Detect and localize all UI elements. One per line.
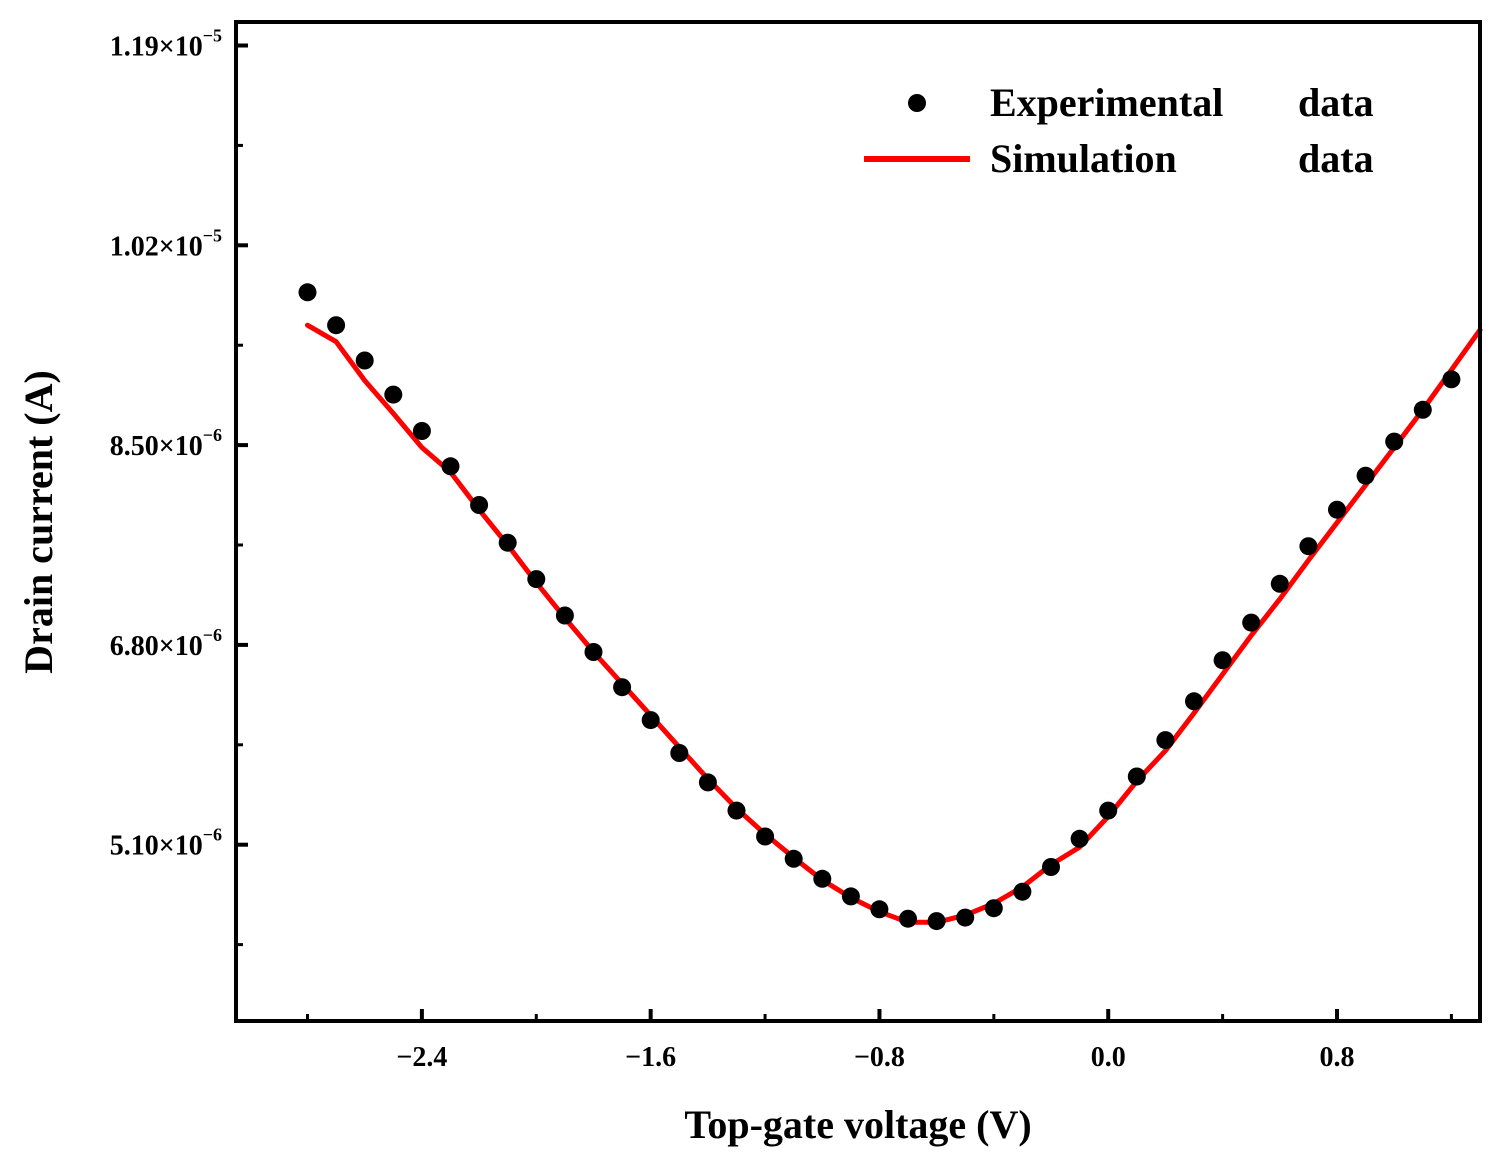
y-tick-mantissa: 1.02	[110, 231, 159, 262]
experimental-point	[441, 457, 460, 476]
experimental-point	[1356, 466, 1375, 485]
y-axis-title: Drain current (A)	[16, 370, 61, 674]
experimental-point	[927, 912, 946, 931]
experimental-point	[1185, 692, 1203, 711]
y-tick-mantissa: 5.10	[110, 831, 159, 862]
x-tick-label: −2.4	[396, 1042, 447, 1073]
y-tick-exponent: −5	[203, 26, 222, 46]
experimental-point	[784, 849, 803, 868]
y-tick-label: 6.80×10−6	[110, 625, 222, 662]
legend-label-simulation: Simulation	[990, 136, 1177, 181]
experimental-point	[1413, 400, 1432, 419]
experimental-point	[1127, 767, 1146, 786]
experimental-point	[870, 900, 889, 919]
experimental-point	[1099, 801, 1118, 820]
plot-series	[298, 283, 1483, 931]
experimental-point	[470, 496, 489, 514]
experimental-point	[1070, 829, 1089, 848]
experimental-point	[727, 801, 746, 820]
experimental-point	[1328, 500, 1346, 519]
experimental-point	[1299, 537, 1318, 556]
legend-marker-experimental	[908, 94, 926, 112]
experimental-point	[984, 899, 1003, 918]
y-tick-exponent: −6	[203, 625, 222, 645]
legend-suffix-simulation: data	[1298, 136, 1374, 181]
x-tick-label: −1.6	[625, 1042, 676, 1073]
y-tick-label: 5.10×10−6	[110, 825, 222, 862]
experimental-point	[1270, 574, 1289, 593]
experimental-point	[698, 773, 717, 792]
legend-suffix-experimental: data	[1298, 80, 1374, 125]
x-tick-label: 0.8	[1320, 1042, 1355, 1073]
experimental-point	[355, 351, 374, 370]
tick-labels: −2.4 −1.6 −0.8 0.0 0.81.19×10−51.02×10−58.50…	[110, 26, 1355, 1073]
y-tick-exponent: −6	[203, 825, 222, 845]
experimental-point	[1013, 882, 1032, 901]
experimental-point	[384, 385, 403, 404]
simulation-line	[305, 322, 1483, 925]
y-tick-mantissa: 1.19	[110, 32, 159, 63]
experimental-point	[1242, 613, 1261, 632]
legend: Experimental data Simulation data	[864, 80, 1374, 181]
y-tick-exponent: −6	[203, 425, 222, 445]
experimental-point	[813, 869, 832, 888]
y-tick-mantissa: 6.80	[110, 631, 159, 662]
y-tick-label: 1.02×10−5	[110, 225, 222, 262]
experimental-point	[498, 533, 517, 552]
y-tick-times: ×10	[159, 231, 203, 262]
plot-frame	[234, 20, 1482, 1023]
y-tick-times: ×10	[159, 831, 203, 862]
experimental-point	[1213, 651, 1232, 670]
experimental-point	[1385, 432, 1404, 451]
experimental-point	[327, 316, 346, 335]
y-tick-exponent: −5	[203, 225, 222, 245]
experimental-point	[584, 643, 603, 661]
axis-ticks	[236, 43, 1453, 1021]
experimental-point	[1442, 370, 1461, 389]
x-tick-label: −0.8	[854, 1042, 905, 1073]
x-axis-title: Top-gate voltage (V)	[684, 1102, 1031, 1147]
experimental-point	[298, 283, 317, 302]
experimental-point	[956, 908, 975, 927]
y-tick-times: ×10	[159, 631, 203, 662]
y-tick-label: 8.50×10−6	[110, 425, 222, 462]
y-tick-label: 1.19×10−5	[110, 26, 222, 63]
experimental-point	[1156, 731, 1175, 750]
experimental-point	[670, 744, 689, 762]
experimental-point	[641, 711, 660, 730]
experimental-point	[555, 606, 574, 625]
legend-label-experimental: Experimental	[990, 80, 1223, 125]
experimental-point	[412, 422, 431, 440]
y-tick-mantissa: 8.50	[110, 431, 159, 462]
x-tick-label: 0.0	[1091, 1042, 1126, 1073]
y-tick-times: ×10	[159, 32, 203, 63]
y-tick-times: ×10	[159, 431, 203, 462]
experimental-point	[1042, 858, 1060, 876]
experimental-point	[613, 678, 632, 697]
experimental-point	[527, 570, 546, 589]
experimental-point	[899, 909, 917, 928]
experimental-point	[841, 887, 860, 906]
experimental-point	[756, 827, 775, 846]
